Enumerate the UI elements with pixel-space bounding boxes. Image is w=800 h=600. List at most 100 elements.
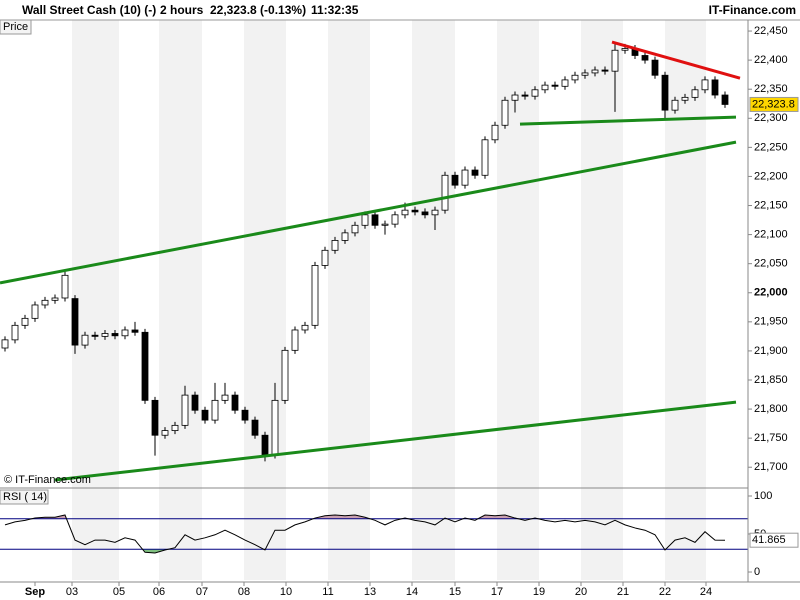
candle-body	[531, 89, 539, 97]
y-tick-label: 100	[754, 490, 772, 502]
candle-body	[621, 48, 629, 51]
last-price-label: 22,323.8	[752, 98, 795, 110]
oversold-fill	[5, 549, 725, 554]
x-tick-label: 13	[364, 586, 376, 598]
candle-body	[161, 430, 169, 436]
candle-body	[111, 333, 119, 337]
candle-body	[21, 317, 29, 326]
y-tick-label: 22,050	[754, 258, 788, 270]
candle-body	[521, 94, 529, 97]
candle-body	[271, 399, 279, 456]
y-tick-label: 0	[754, 566, 760, 578]
candle-body	[401, 209, 409, 216]
y-tick-label: 22,300	[754, 112, 788, 124]
x-tick-label: 22	[659, 586, 671, 598]
day-band	[665, 20, 706, 580]
candle-body	[321, 249, 329, 266]
candle-body	[651, 59, 659, 76]
candle-body	[61, 274, 69, 299]
candle-body	[151, 399, 159, 436]
candle-body	[721, 94, 729, 105]
rsi-last-label: 41.865	[752, 534, 786, 546]
x-tick-label: 17	[491, 586, 503, 598]
candle-body	[491, 124, 499, 141]
watermark: © IT-Finance.com	[4, 474, 91, 486]
candle-body	[611, 49, 619, 72]
day-band	[328, 20, 370, 580]
day-band	[159, 20, 202, 580]
candle-body	[341, 232, 349, 241]
candle-body	[561, 79, 569, 87]
candle-body	[501, 99, 509, 126]
day-bands	[72, 20, 706, 580]
candle-body	[31, 304, 39, 319]
y-tick-label: 22,350	[754, 83, 788, 95]
price-label: Price	[3, 21, 28, 33]
candle-body	[351, 224, 359, 234]
candle-body	[81, 334, 89, 346]
candle-body	[171, 424, 179, 431]
brand: IT-Finance.com	[709, 3, 796, 17]
x-tick-label: 24	[700, 586, 712, 598]
x-tick-label: 15	[449, 586, 461, 598]
candle-body	[461, 169, 469, 186]
y-tick-label: 21,850	[754, 374, 788, 386]
x-tick-label: 19	[533, 586, 545, 598]
candle-body	[691, 89, 699, 98]
day-band	[72, 20, 119, 580]
y-tick-label: 21,900	[754, 345, 788, 357]
y-tick-label: 22,000	[754, 287, 788, 299]
x-tick-label: 10	[280, 586, 292, 598]
y-tick-label: 21,800	[754, 403, 788, 415]
candle-body	[131, 329, 139, 333]
y-tick-label: 21,750	[754, 432, 788, 444]
candle-body	[191, 394, 199, 411]
candle-body	[101, 333, 109, 337]
candle-body	[471, 169, 479, 176]
candle-body	[671, 99, 679, 111]
x-tick-label: Sep	[25, 586, 45, 598]
candle-body	[371, 214, 379, 226]
trend-line	[0, 140, 737, 285]
plot	[0, 40, 748, 554]
candle-body	[251, 419, 259, 436]
x-tick-label: 06	[153, 586, 165, 598]
rsi-label: RSI ( 14)	[3, 491, 47, 503]
candle-body	[261, 434, 269, 456]
candle-body	[291, 329, 299, 351]
candle-body	[601, 69, 609, 72]
candle-body	[221, 394, 229, 401]
x-tick-label: 14	[406, 586, 418, 598]
y-tick-label: 22,200	[754, 170, 788, 182]
rsi-line	[4, 514, 726, 554]
x-tick-label: 21	[617, 586, 629, 598]
candle-body	[331, 240, 339, 251]
day-band	[581, 20, 623, 580]
candle-body	[581, 72, 589, 76]
candle-body	[591, 69, 599, 74]
x-tick-label: 07	[196, 586, 208, 598]
period: 2 hours	[160, 3, 204, 17]
candle-body	[71, 298, 79, 346]
y-tick-label: 22,450	[754, 25, 788, 37]
candle-body	[431, 209, 439, 216]
candle-body	[511, 94, 519, 101]
candle-body	[711, 79, 719, 96]
price-label-box	[0, 19, 32, 35]
candle-body	[201, 409, 209, 421]
instrument: Wall Street Cash (10) (-)	[22, 3, 156, 17]
candle-body	[11, 324, 19, 341]
candle-body	[701, 79, 709, 91]
candle-body	[391, 214, 399, 225]
candle-body	[311, 265, 319, 326]
time: 11:32:35	[311, 3, 359, 17]
candle-body	[1, 339, 9, 349]
x-tick-label: 11	[322, 586, 333, 598]
candle-body	[41, 299, 49, 306]
candle-body	[421, 211, 429, 216]
trend-line	[519, 115, 737, 126]
candle-body	[441, 174, 449, 211]
candle-body	[181, 394, 189, 426]
candle-body	[281, 349, 289, 401]
